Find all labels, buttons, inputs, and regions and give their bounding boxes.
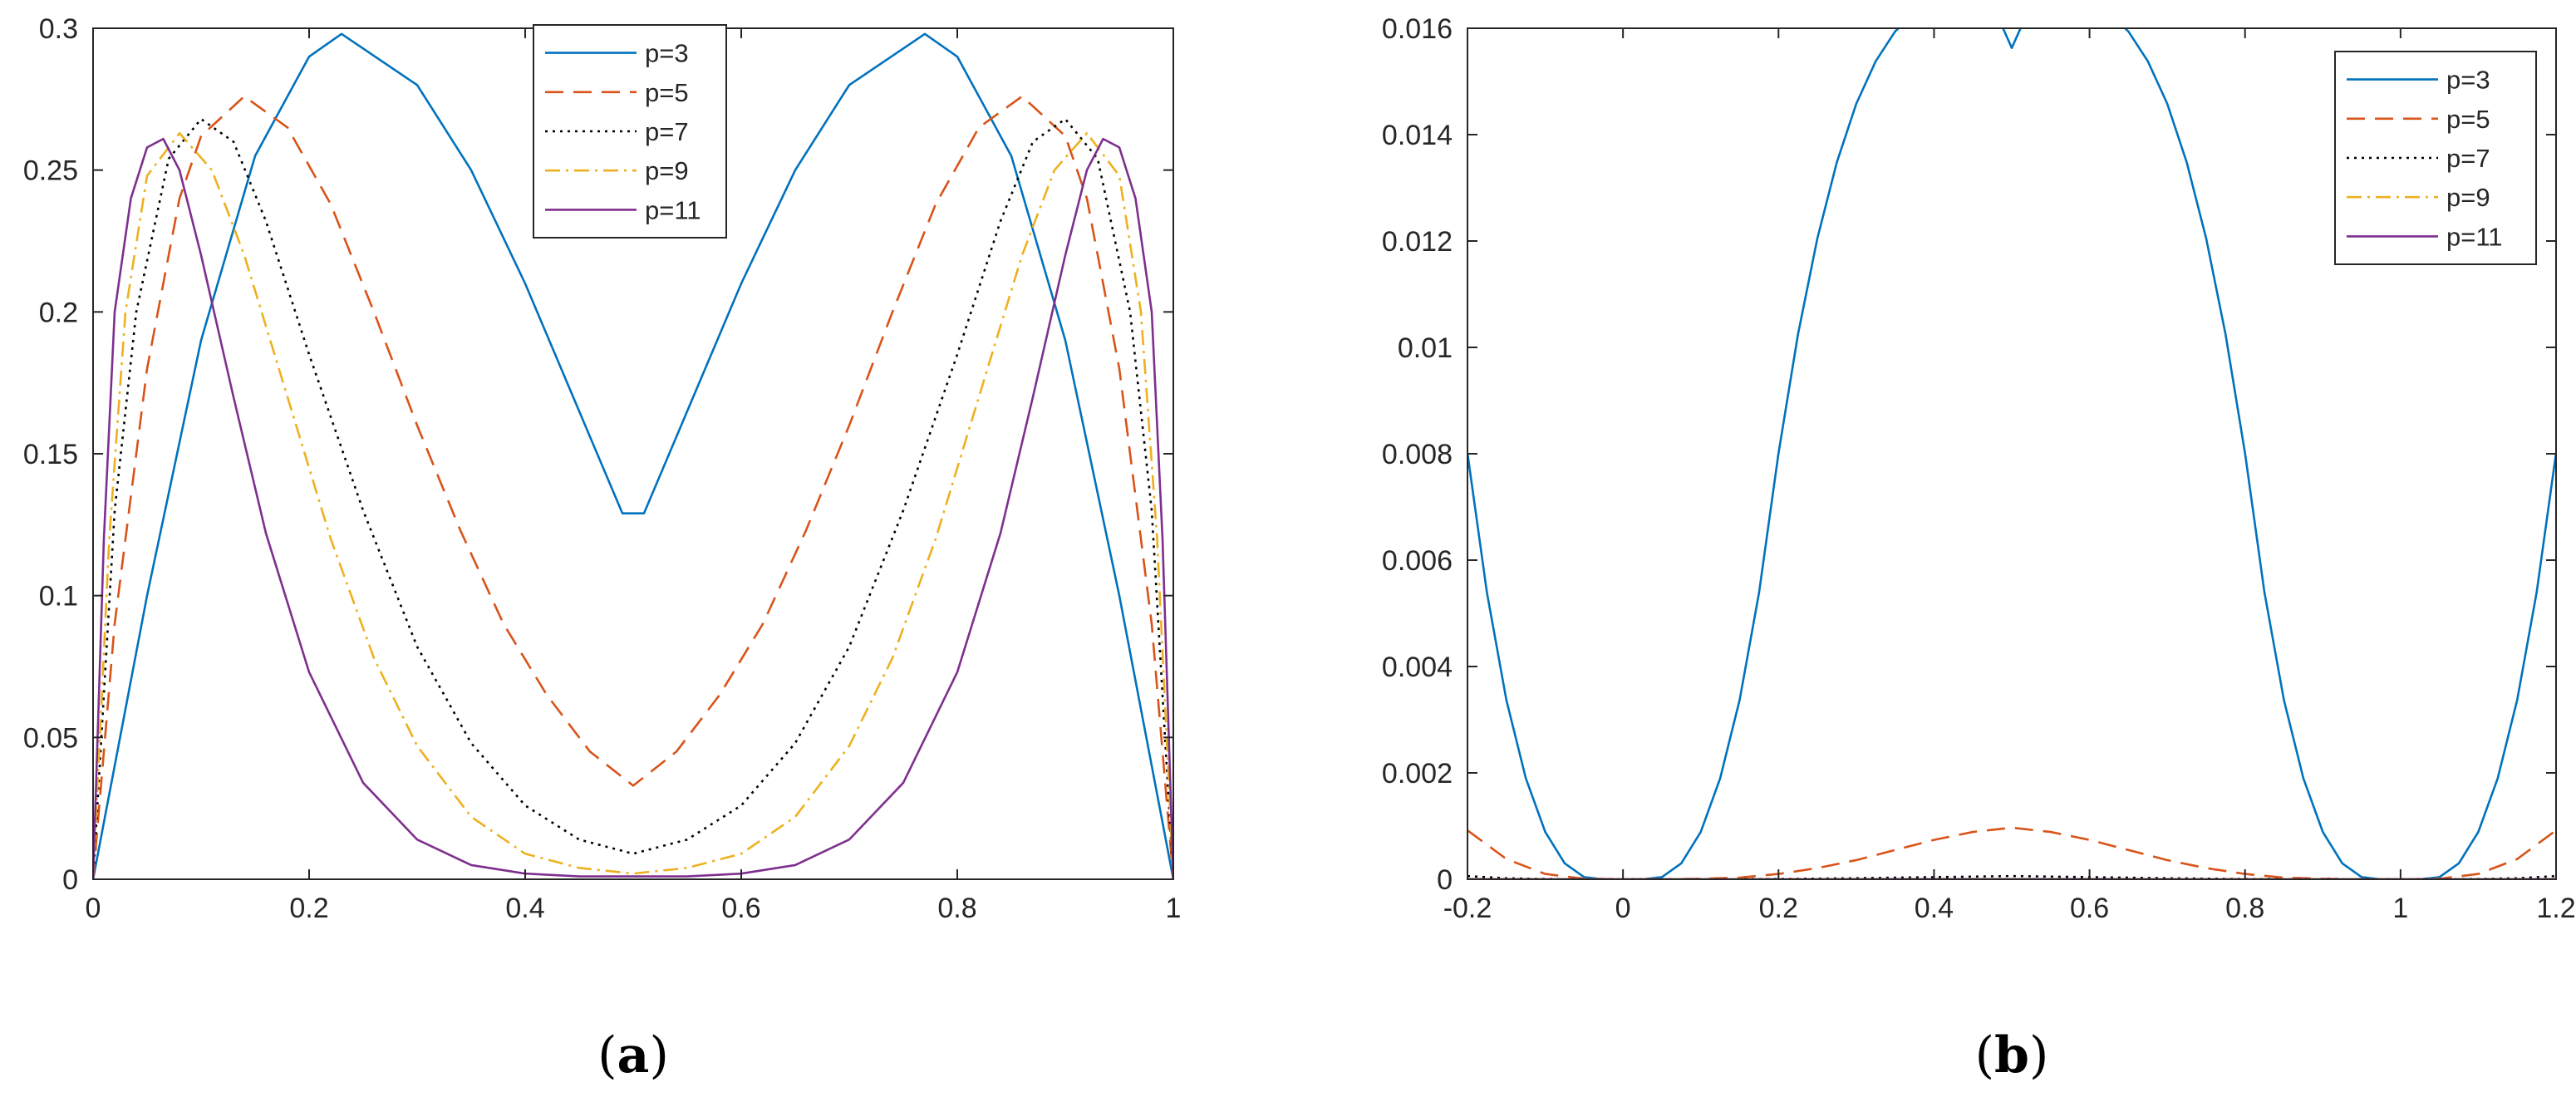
y-tick-label: 0.008 xyxy=(1382,439,1453,470)
series-line-p=9 xyxy=(93,131,1173,879)
panel-caption: (a) xyxy=(597,1026,669,1085)
x-tick-label: 0 xyxy=(86,893,101,924)
y-tick-label: 0.15 xyxy=(23,439,78,470)
x-tick-label: 0.4 xyxy=(1915,893,1954,924)
legend-label: p=7 xyxy=(2446,144,2490,173)
legend-label: p=11 xyxy=(645,195,701,224)
legend-box xyxy=(533,24,727,239)
x-tick-label: 0.8 xyxy=(937,893,976,924)
legend-label: p=3 xyxy=(2446,66,2490,95)
x-tick-label: 0.2 xyxy=(289,893,328,924)
x-tick-label: 1.2 xyxy=(2536,893,2575,924)
legend-label: p=11 xyxy=(2446,222,2503,251)
y-tick-label: 0.016 xyxy=(1382,13,1453,45)
legend: p=3 p=5 p=7 p=9 p=11 xyxy=(533,24,727,239)
x-tick-label: 0.8 xyxy=(2225,893,2264,924)
y-tick-label: 0.002 xyxy=(1382,758,1453,790)
x-tick-label: 0.6 xyxy=(2070,893,2109,924)
y-tick-label: 0.25 xyxy=(23,155,78,187)
y-tick-label: 0.2 xyxy=(39,297,78,328)
legend-label: p=3 xyxy=(645,39,689,68)
series-line-p=5 xyxy=(93,95,1173,879)
y-tick-label: 0.1 xyxy=(39,581,78,612)
x-tick-label: 0.2 xyxy=(1759,893,1798,924)
x-tick-label: -0.2 xyxy=(1443,893,1492,924)
x-tick-label: 0.4 xyxy=(505,893,544,924)
chart-panel-a: 0 0.2 0.4 0.6 0.8 100.050.10.150.20.250.3p=3p… xyxy=(23,13,1182,1085)
x-tick-label: 1 xyxy=(1166,893,1182,924)
x-tick-label: 0 xyxy=(1615,893,1631,924)
chart-panel-b: -0.2 0 0.2 0.4 0.6 0.8 1 1.200.0020.0040.0060.0… xyxy=(1382,13,2576,1085)
legend-label: p=7 xyxy=(645,117,689,146)
legend-box xyxy=(2334,51,2537,265)
series-line-p=7 xyxy=(93,117,1173,879)
legend-label: p=5 xyxy=(2446,105,2490,134)
y-tick-label: 0 xyxy=(1437,864,1453,896)
legend-label: p=9 xyxy=(2446,183,2490,212)
x-tick-label: 1 xyxy=(2392,893,2408,924)
series-line-p=11 xyxy=(93,137,1173,879)
legend-label: p=9 xyxy=(645,156,689,185)
x-tick-label: 0.6 xyxy=(721,893,760,924)
y-tick-label: 0.006 xyxy=(1382,545,1453,577)
y-tick-label: 0 xyxy=(62,864,78,896)
panel-caption: (b) xyxy=(1975,1026,2049,1085)
y-tick-label: 0.3 xyxy=(39,13,78,45)
y-tick-label: 0.01 xyxy=(1398,332,1453,364)
y-tick-label: 0.004 xyxy=(1382,652,1453,683)
y-tick-label: 0.012 xyxy=(1382,226,1453,258)
y-tick-label: 0.014 xyxy=(1382,120,1453,151)
y-tick-label: 0.05 xyxy=(23,722,78,754)
legend-label: p=5 xyxy=(645,78,689,107)
series-line-p=3 xyxy=(93,32,1173,879)
legend: p=3 p=5 p=7 p=9 p=11 xyxy=(2334,51,2537,265)
